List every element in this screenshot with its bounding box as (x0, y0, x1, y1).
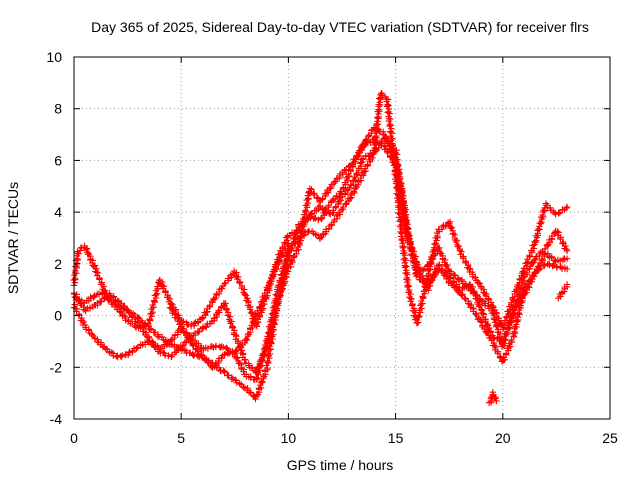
axis-ticks (73, 56, 611, 420)
y-tick-label: 8 (54, 101, 62, 117)
series-track-e (166, 240, 292, 371)
y-tick-labels: -4 -2 0 2 4 6 8 10 (46, 49, 62, 427)
x-tick-label: 10 (281, 430, 297, 446)
y-tick-label: 0 (54, 308, 62, 324)
series-track-g (555, 281, 571, 302)
plot-frame (73, 56, 611, 420)
series-track-a (70, 124, 571, 403)
series-track-c (70, 136, 571, 377)
chart-title: Day 365 of 2025, Sidereal Day-to-day VTE… (91, 19, 589, 35)
y-tick-label: 6 (54, 152, 62, 168)
series-track-f (485, 389, 500, 406)
x-axis-label: GPS time / hours (287, 457, 394, 473)
y-tick-label: 10 (46, 49, 62, 65)
x-tick-label: 25 (602, 430, 618, 446)
grid-lines (74, 57, 610, 419)
y-tick-label: -2 (50, 359, 63, 375)
series-track-d (70, 134, 571, 350)
x-tick-labels: 0 5 10 15 20 25 (70, 430, 618, 446)
x-tick-label: 20 (495, 430, 511, 446)
y-tick-label: 2 (54, 256, 62, 272)
y-tick-label: 4 (54, 204, 62, 220)
x-tick-label: 0 (70, 430, 78, 446)
data-markers (70, 90, 571, 406)
x-tick-label: 15 (388, 430, 404, 446)
x-tick-label: 5 (177, 430, 185, 446)
y-tick-label: -4 (50, 411, 63, 427)
y-axis-label: SDTVAR / TECUs (5, 182, 21, 294)
